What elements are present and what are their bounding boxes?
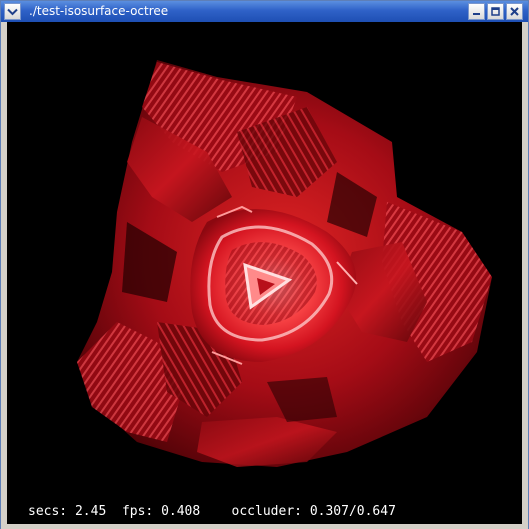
occluder-value: 0.307/0.647 [309,504,396,519]
window-menu-button[interactable] [4,3,21,20]
chevron-down-icon [7,8,18,15]
render-stats: secs: 2.45 fps: 0.408 occluder: 0.307/0.… [28,504,396,520]
secs-label: secs: [28,504,68,519]
isosurface-render [77,60,492,467]
secs-value: 2.45 [74,504,107,519]
minimize-button[interactable] [468,3,485,20]
close-icon [510,7,519,16]
minimize-icon [473,13,480,15]
occluder-label: occluder: [231,504,302,519]
maximize-button[interactable] [487,3,504,20]
title-bar[interactable]: ./test-isosurface-octree [1,1,528,22]
window-bottom-border [1,524,528,529]
render-viewport[interactable]: secs: 2.45 fps: 0.408 occluder: 0.307/0.… [7,22,522,524]
window-title: ./test-isosurface-octree [29,4,169,18]
fps-label: fps: [121,504,154,519]
maximize-icon [491,7,500,16]
fps-value: 0.408 [161,504,201,519]
triangular-isosurface [77,60,492,467]
close-button[interactable] [506,3,523,20]
